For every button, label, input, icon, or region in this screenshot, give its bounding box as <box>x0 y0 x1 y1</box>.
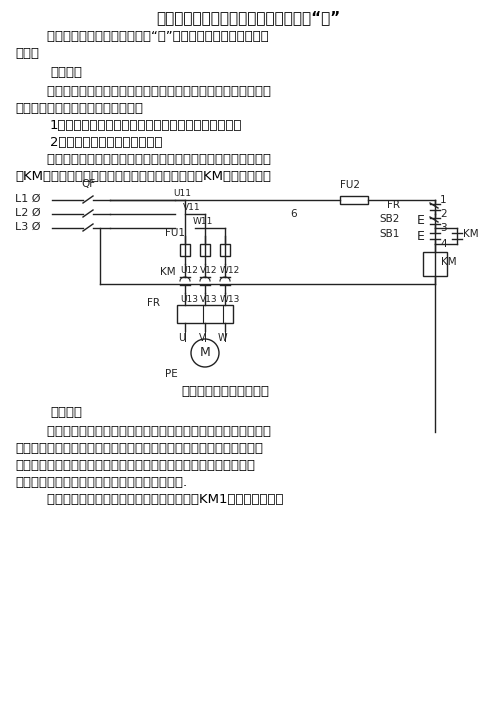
Text: W12: W12 <box>220 266 240 275</box>
Text: KM: KM <box>160 267 176 277</box>
Text: 电动机自锁运行控制线路: 电动机自锁运行控制线路 <box>181 385 269 398</box>
Bar <box>340 196 368 204</box>
Text: QF: QF <box>81 179 95 189</box>
Text: 电工技术人员需要知道的控制线路三把“锁”: 电工技术人员需要知道的控制线路三把“锁” <box>156 10 340 25</box>
Text: V13: V13 <box>200 295 218 304</box>
Text: U: U <box>179 333 186 343</box>
Text: 我锁定的控制方式。其关键点在于：: 我锁定的控制方式。其关键点在于： <box>15 102 143 115</box>
Text: PE: PE <box>165 369 178 379</box>
Text: 它是利用器件或设备自己身上的控制装置（比如触点）来实现自: 它是利用器件或设备自己身上的控制装置（比如触点）来实现自 <box>30 85 271 98</box>
Text: W11: W11 <box>193 217 213 226</box>
Bar <box>423 252 447 276</box>
Text: 指两个设备的运行条件互相制约、互相锁定。一个设备运行，则: 指两个设备的运行条件互相制约、互相锁定。一个设备运行，则 <box>30 425 271 438</box>
Text: 电工控制线路经常会用到三把“锁”，它们分别是自锁、互锁和: 电工控制线路经常会用到三把“锁”，它们分别是自锁、互锁和 <box>30 30 269 43</box>
Text: 锁定另一个设备不能运行；或者一个设备运行后另一个设备才能运行。: 锁定另一个设备不能运行；或者一个设备运行后另一个设备才能运行。 <box>15 442 263 455</box>
Text: 这种锁定是相互制约，也可以是相互协调。其关键点在于相互锁定，: 这种锁定是相互制约，也可以是相互协调。其关键点在于相互锁定， <box>15 459 255 472</box>
Text: SB2: SB2 <box>379 214 400 224</box>
Text: KM: KM <box>441 257 457 267</box>
Text: 6: 6 <box>290 209 297 219</box>
Text: FU2: FU2 <box>340 180 360 190</box>
Text: 1: 1 <box>440 195 446 205</box>
Text: 1、自锁的控制装置是自己身上的，不是它人身上的；: 1、自锁的控制装置是自己身上的，不是它人身上的； <box>50 119 243 132</box>
Text: W: W <box>217 333 227 343</box>
Bar <box>200 244 210 256</box>
Text: FU1: FU1 <box>165 228 185 238</box>
Text: L2 Ø: L2 Ø <box>15 208 41 218</box>
Text: U11: U11 <box>173 189 191 198</box>
Text: FR: FR <box>387 200 400 210</box>
Text: E: E <box>417 215 425 227</box>
Bar <box>220 244 230 256</box>
Text: L3 Ø: L3 Ø <box>15 222 41 232</box>
Text: 下图是常用的电动机自锁运行的控制线路，自锁控制装置是接触: 下图是常用的电动机自锁运行的控制线路，自锁控制装置是接触 <box>30 153 271 166</box>
Text: M: M <box>199 347 210 359</box>
Text: FR: FR <box>147 298 160 308</box>
Text: U13: U13 <box>180 295 198 304</box>
Text: U12: U12 <box>180 266 198 275</box>
Text: KM: KM <box>463 229 479 239</box>
Text: 器KM自己身上的一组常开触点，锁定的也是接触器KM自身的线圈。: 器KM自己身上的一组常开触点，锁定的也是接触器KM自身的线圈。 <box>15 170 271 183</box>
Text: 联锁。: 联锁。 <box>15 47 39 60</box>
Text: 4: 4 <box>440 239 446 249</box>
Text: SB1: SB1 <box>379 229 400 239</box>
Text: V12: V12 <box>200 266 218 275</box>
Text: 一、自锁: 一、自锁 <box>50 66 82 79</box>
Text: 2: 2 <box>440 209 446 219</box>
Text: E: E <box>417 230 425 242</box>
Bar <box>180 244 190 256</box>
Text: L1 Ø: L1 Ø <box>15 194 41 204</box>
Text: 2、锁定的是自己，不是它人。: 2、锁定的是自己，不是它人。 <box>50 136 163 149</box>
Text: 一个设备身上的控制装置锁定另一个设备的运行.: 一个设备身上的控制装置锁定另一个设备的运行. <box>15 476 187 489</box>
Text: 二、互锁: 二、互锁 <box>50 406 82 419</box>
Text: 3: 3 <box>440 223 446 233</box>
Text: V: V <box>199 333 205 343</box>
Bar <box>177 305 233 323</box>
Text: 下面为电动机正反转互锁控制线路，接触器KM1身上的常闭触点: 下面为电动机正反转互锁控制线路，接触器KM1身上的常闭触点 <box>30 493 284 506</box>
Text: V11: V11 <box>183 203 200 212</box>
Text: W13: W13 <box>220 295 241 304</box>
